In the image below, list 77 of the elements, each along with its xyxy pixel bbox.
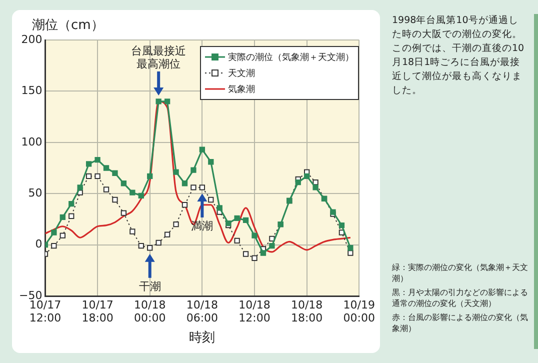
point <box>252 255 258 261</box>
x-tick-label: 10/17 18:00 <box>82 298 114 325</box>
point <box>138 192 144 198</box>
x-tick-label: 10/18 06:00 <box>186 298 218 325</box>
point <box>312 180 318 186</box>
x-axis-title: 時刻 <box>189 330 216 346</box>
point <box>60 214 66 220</box>
text: 緑：実際の潮位の変化（気象潮＋天文潮） <box>392 262 528 284</box>
point <box>68 201 74 207</box>
legend-label: 天文潮 <box>228 68 256 80</box>
point <box>216 205 222 211</box>
point <box>120 210 127 216</box>
point <box>156 98 162 104</box>
annotation: 干潮 <box>138 280 161 293</box>
legend-label: 実際の潮位（気象潮＋天文潮） <box>228 52 354 64</box>
point <box>147 245 153 251</box>
point <box>304 173 310 180</box>
point <box>103 165 110 171</box>
annotation: 満潮 <box>191 219 214 232</box>
point <box>312 184 318 190</box>
annotation: 台風最接近最高潮位 <box>131 44 186 70</box>
point <box>348 250 354 256</box>
point <box>60 232 66 238</box>
point <box>173 221 179 228</box>
y-tick-label: 100 <box>21 135 42 148</box>
point <box>242 251 249 257</box>
point <box>295 180 301 186</box>
point <box>190 167 196 173</box>
point <box>242 217 249 224</box>
point <box>260 250 266 256</box>
legend-label: 気象潮 <box>228 84 256 96</box>
text: 赤：台風の影響による潮位の変化（気象潮） <box>392 312 528 334</box>
y-tick-label: 0 <box>35 238 42 251</box>
y-tick-label: 150 <box>21 84 42 98</box>
point <box>338 222 345 228</box>
point <box>199 184 206 190</box>
point <box>252 232 258 238</box>
point <box>199 146 206 152</box>
y-axis-title: 潮位（cm） <box>32 17 104 34</box>
point <box>112 196 118 203</box>
x-tick-label: 10/19 00:00 <box>343 298 375 325</box>
point <box>164 98 170 104</box>
point <box>86 161 92 167</box>
point <box>348 245 354 251</box>
point <box>68 213 74 219</box>
text: 黒：月や太陽の引力などの影響による通常の潮位の変化（天文潮） <box>392 287 528 309</box>
point <box>269 242 275 249</box>
point <box>226 220 232 226</box>
point <box>51 230 57 236</box>
point <box>156 240 162 246</box>
point <box>138 242 144 249</box>
x-tick-label: 10/18 00:00 <box>134 298 166 325</box>
point <box>94 173 100 180</box>
point <box>164 232 170 238</box>
point <box>234 238 240 244</box>
point <box>86 173 92 180</box>
point <box>77 184 83 190</box>
point <box>130 228 136 234</box>
point <box>120 180 127 186</box>
y-tick-label: 50 <box>28 186 42 200</box>
point <box>208 196 214 203</box>
point <box>147 173 153 180</box>
x-tick-label: 10/18 18:00 <box>290 298 323 325</box>
point <box>234 215 240 222</box>
point <box>173 169 179 175</box>
point <box>182 202 188 208</box>
point <box>190 184 196 190</box>
point <box>94 156 100 163</box>
text: 1998年台風第10号が通過した時の大阪での潮位の変化。この例では、干潮の直後の10月18日1時ごろに台風が最接近して潮位が最も高くなりました。 <box>392 14 526 98</box>
point <box>130 190 136 196</box>
x-tick-label: 10/18 12:00 <box>238 298 270 325</box>
point <box>51 242 57 249</box>
point <box>208 159 214 165</box>
y-tick-label: 200 <box>21 32 42 46</box>
point <box>103 186 110 192</box>
point <box>112 170 118 176</box>
point <box>182 180 188 186</box>
